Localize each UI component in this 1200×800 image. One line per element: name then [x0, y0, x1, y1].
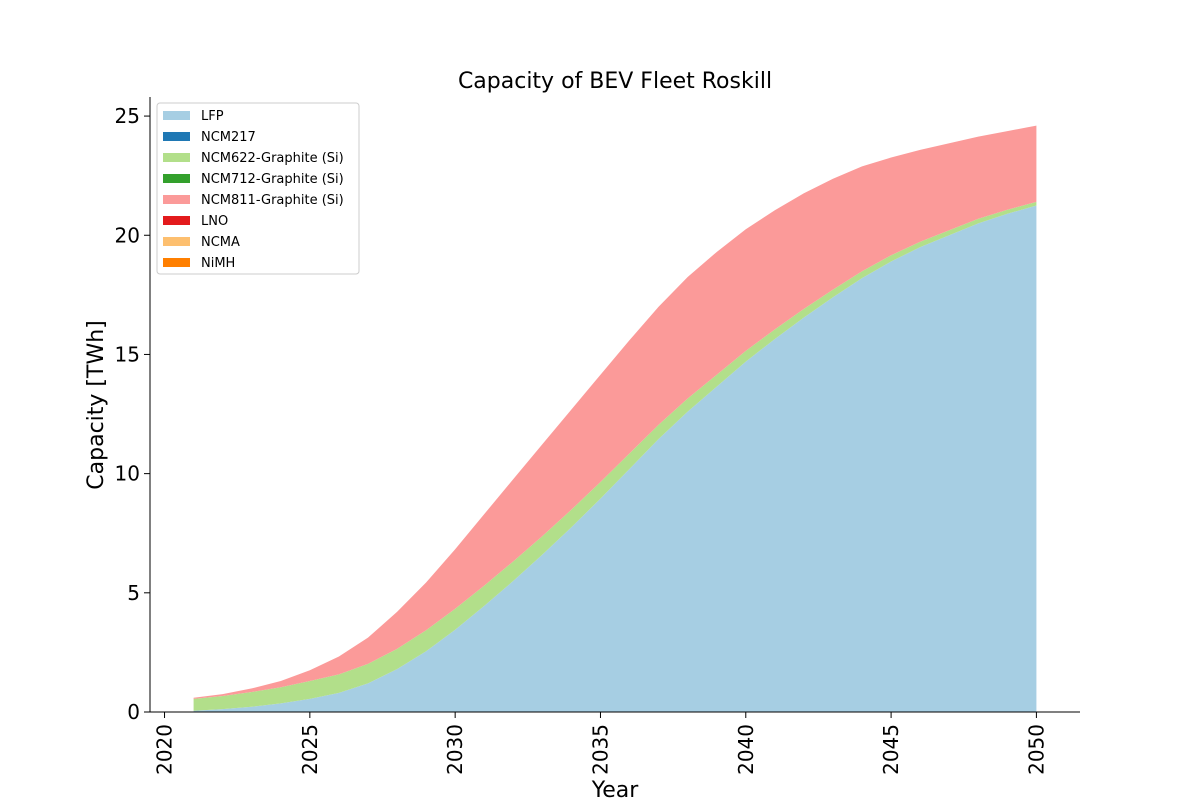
x-ticks: 2020 2025 2030 2035 2040 2045 2050	[153, 712, 1048, 775]
y-tick-label-10: 10	[115, 462, 140, 486]
x-axis-label: Year	[591, 778, 640, 800]
y-tick-label-25: 25	[115, 104, 140, 128]
y-tick-label-15: 15	[115, 342, 140, 366]
x-tick-label-2040: 2040	[734, 724, 758, 775]
legend-swatch-nimh	[163, 258, 190, 267]
legend-label-ncm712-graphite-si: NCM712-Graphite (Si)	[201, 172, 344, 187]
legend-label-ncm622-graphite-si: NCM622-Graphite (Si)	[201, 151, 344, 166]
x-tick-label-2020: 2020	[153, 724, 177, 775]
chart-title: Capacity of BEV Fleet Roskill	[458, 69, 772, 94]
legend-label-ncm811-graphite-si: NCM811-Graphite (Si)	[201, 193, 344, 208]
x-tick-label-2045: 2045	[879, 724, 903, 775]
legend-swatch-ncma	[163, 237, 190, 246]
legend: LFP NCM217 NCM622-Graphite (Si) NCM712-Grap…	[156, 102, 360, 275]
y-tick-label-5: 5	[127, 581, 140, 605]
y-ticks: 0 5 10 15 20 25	[115, 104, 150, 724]
legend-label-lfp: LFP	[201, 109, 224, 124]
x-tick-label-2050: 2050	[1024, 724, 1048, 775]
legend-label-lno: LNO	[201, 214, 228, 229]
area-ncm811-graphite-si	[193, 125, 1037, 699]
legend-label-nimh: NiMH	[201, 256, 235, 271]
x-tick-label-2030: 2030	[443, 724, 467, 775]
x-tick-label-2035: 2035	[588, 724, 612, 775]
legend-swatch-ncm622-graphite-si	[163, 153, 190, 162]
legend-frame	[156, 102, 360, 275]
legend-label-ncm217: NCM217	[201, 130, 256, 145]
y-axis-label: Capacity [TWh]	[84, 320, 109, 489]
area-layers	[193, 125, 1037, 712]
legend-swatch-lfp	[163, 111, 190, 120]
legend-swatch-ncm217	[163, 132, 190, 141]
legend-swatch-ncm811-graphite-si	[163, 195, 190, 204]
x-tick-label-2025: 2025	[298, 724, 322, 775]
area-lfp	[193, 205, 1037, 712]
legend-swatch-lno	[163, 216, 190, 225]
axes	[149, 97, 1080, 713]
legend-swatch-ncm712-graphite-si	[163, 174, 190, 183]
legend-label-ncma: NCMA	[201, 235, 240, 250]
y-tick-label-0: 0	[127, 700, 140, 724]
y-tick-label-20: 20	[115, 223, 140, 247]
